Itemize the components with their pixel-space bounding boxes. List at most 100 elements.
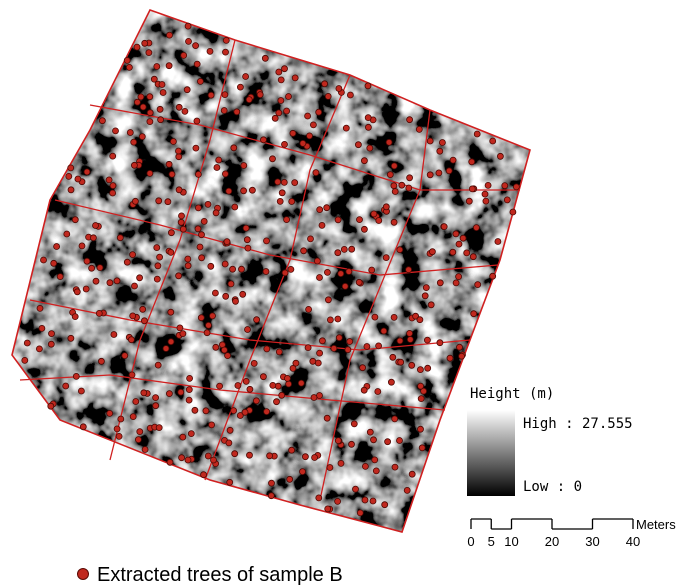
tree-point [224,239,230,245]
tree-point [289,199,295,205]
tree-point [133,399,139,405]
tree-point [293,360,299,366]
tree-point [113,128,119,134]
tree-point [75,176,81,182]
tree-point [439,140,445,146]
tree-point [134,99,140,105]
tree-point [168,249,174,255]
tree-point [222,171,228,177]
tree-point [208,92,214,98]
tree-point [57,274,63,280]
tree-point [264,238,270,244]
tree-point [469,186,475,192]
tree-point [423,285,429,291]
tree-point [197,244,203,250]
tree-point [141,318,147,324]
tree-point [372,314,378,320]
tree-point [96,310,102,316]
tree-point [48,403,54,409]
tree-point [130,313,136,319]
scale-unit: Meters [636,517,676,532]
tree-point [130,414,136,420]
tree-point [272,115,278,121]
tree-point [253,398,259,404]
tree-point [385,439,391,445]
tree-point [279,190,285,196]
tree-point [141,390,147,396]
tree-point [376,218,382,224]
tree-point [270,382,276,388]
legend-title: Height (m) [470,386,554,402]
tree-point [181,52,187,58]
tree-point [194,61,200,67]
tree-point [319,338,325,344]
tree-point [166,63,172,69]
tree-point [382,502,388,508]
tree-point [383,204,389,210]
tree-point [63,383,69,389]
tree-point [140,104,146,110]
tree-point [160,90,166,96]
scale-tick-label: 40 [626,534,640,549]
height-ramp [467,410,515,496]
tree-point [151,76,157,82]
tree-point [391,314,397,320]
tree-point [453,231,459,237]
tree-point [365,83,371,89]
tree-point [131,139,137,145]
tree-point [510,209,516,215]
tree-point [416,126,422,132]
tree-point [497,153,503,159]
tree-point [185,256,191,262]
tree-point [135,437,141,443]
tree-point [205,201,211,207]
tree-point [269,480,275,486]
tree-point [264,409,270,415]
tree-point [73,373,79,379]
tree-point [201,472,207,478]
tree-point [292,180,298,186]
tree-point [300,140,306,146]
tree-point [213,210,219,216]
tree-point [54,244,60,250]
legend-low: Low : 0 [523,479,582,495]
tree-point [281,179,287,185]
tree-point [425,365,431,371]
tree-point [268,493,274,499]
tree-point [184,87,190,93]
tree-point [357,217,363,223]
tree-point [347,339,353,345]
tree-point [324,415,330,421]
map-figure: Height (m) High : 27.555 Low : 0 0510203… [0,0,692,586]
tree-point [154,245,160,251]
tree-point [195,171,201,177]
tree-point [223,49,229,55]
tree-point [243,74,249,80]
tree-point [383,255,389,261]
tree-point [365,115,371,121]
tree-point [176,104,182,110]
tree-point [179,213,185,219]
tree-point [117,235,123,241]
tree-point [68,165,74,171]
tree-point [371,211,377,217]
tree-point [230,266,236,272]
tree-point [286,381,292,387]
tree-point [276,69,282,75]
tree-point [437,340,443,346]
tree-point [80,424,86,430]
tree-point [84,258,90,264]
tree-point [155,263,161,269]
tree-point [156,198,162,204]
tree-point [90,235,96,241]
tree-point [335,498,341,504]
tree-point [157,106,163,112]
tree-point [154,64,160,70]
tree-point [147,110,153,116]
tree-point [277,198,283,204]
tree-point [335,250,341,256]
tree-point [178,219,184,225]
tree-point [114,426,120,432]
tree-point [418,396,424,402]
tree-point [306,306,312,312]
